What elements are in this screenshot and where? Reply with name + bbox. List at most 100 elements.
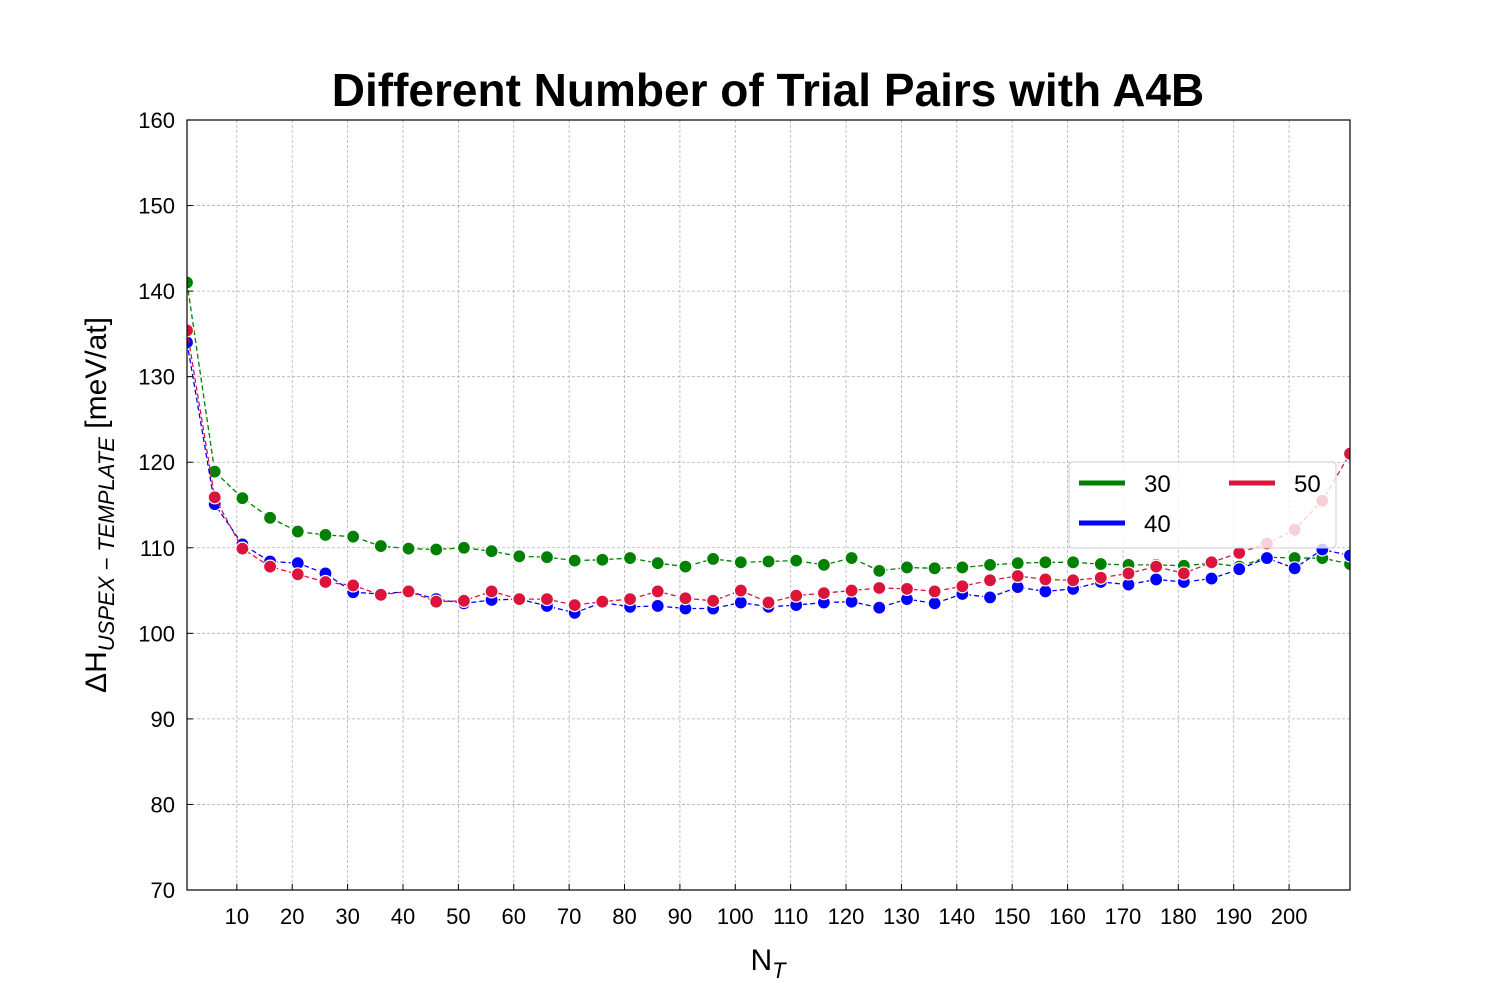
data-point-40 bbox=[1038, 584, 1053, 599]
x-tick-label: 180 bbox=[1160, 904, 1197, 929]
data-point-30 bbox=[982, 557, 998, 572]
data-point-30 bbox=[733, 555, 748, 570]
data-point-30 bbox=[706, 551, 721, 567]
data-point-30 bbox=[844, 550, 859, 566]
data-point-50 bbox=[1121, 566, 1136, 581]
data-point-30 bbox=[622, 550, 638, 566]
x-tick-label: 120 bbox=[828, 904, 865, 929]
data-point-50 bbox=[1065, 573, 1081, 588]
x-tick-label: 100 bbox=[717, 904, 754, 929]
data-point-50 bbox=[733, 583, 748, 598]
legend-label: 40 bbox=[1144, 511, 1171, 538]
data-point-30 bbox=[955, 560, 970, 575]
data-point-30 bbox=[484, 544, 499, 559]
x-tick-label: 170 bbox=[1105, 904, 1142, 929]
data-point-30 bbox=[595, 552, 610, 567]
x-tick-label: 130 bbox=[883, 904, 920, 929]
data-point-50 bbox=[290, 567, 305, 582]
data-point-30 bbox=[650, 556, 665, 571]
data-point-40 bbox=[927, 596, 942, 611]
legend-item-50: 50 bbox=[1229, 471, 1321, 498]
x-tick-label: 30 bbox=[335, 904, 359, 929]
data-point-30 bbox=[318, 527, 333, 543]
data-point-50 bbox=[262, 559, 278, 574]
data-point-50 bbox=[761, 595, 776, 610]
data-point-50 bbox=[678, 591, 693, 606]
x-tick-label: 50 bbox=[446, 904, 470, 929]
data-point-50 bbox=[1038, 572, 1053, 587]
legend-label: 50 bbox=[1294, 471, 1321, 498]
x-tick-label: 150 bbox=[994, 904, 1031, 929]
data-point-40 bbox=[1287, 561, 1302, 576]
data-point-30 bbox=[927, 561, 942, 576]
data-point-30 bbox=[456, 540, 472, 555]
y-axis-label-unit: [meV/at] bbox=[80, 317, 113, 437]
data-point-40 bbox=[733, 595, 748, 610]
x-tick-label: 200 bbox=[1271, 904, 1308, 929]
data-point-40 bbox=[650, 598, 665, 614]
data-point-50 bbox=[982, 573, 998, 588]
data-point-30 bbox=[1093, 556, 1108, 572]
plot-frame bbox=[186, 119, 1351, 891]
data-point-50 bbox=[927, 584, 942, 599]
data-point-40 bbox=[1342, 548, 1350, 563]
data-point-50 bbox=[1204, 555, 1219, 570]
data-point-40 bbox=[872, 600, 887, 615]
data-point-30 bbox=[761, 554, 776, 569]
legend: 30 40 50 bbox=[1068, 461, 1337, 549]
x-tick-label: 80 bbox=[612, 904, 636, 929]
x-tick-label: 60 bbox=[502, 904, 526, 929]
legend-item-30: 30 bbox=[1079, 471, 1171, 498]
x-tick-label: 160 bbox=[1049, 904, 1086, 929]
y-tick-label: 140 bbox=[138, 279, 175, 304]
x-tick-label: 140 bbox=[938, 904, 975, 929]
y-tick-label: 90 bbox=[151, 707, 175, 732]
data-point-30 bbox=[678, 559, 693, 574]
x-tick-label: 110 bbox=[773, 904, 808, 929]
data-point-30 bbox=[872, 563, 887, 578]
legend-label: 30 bbox=[1144, 471, 1171, 498]
data-point-30 bbox=[1065, 555, 1081, 570]
data-point-30 bbox=[290, 524, 305, 539]
data-point-50 bbox=[1149, 559, 1164, 574]
data-point-30 bbox=[262, 510, 278, 525]
legend-item-40: 40 bbox=[1079, 511, 1171, 538]
x-axis-label-subscript: T bbox=[772, 958, 787, 983]
data-point-50 bbox=[539, 592, 555, 607]
x-axis-label-main: N bbox=[750, 944, 772, 977]
data-point-30 bbox=[1010, 556, 1025, 571]
data-point-50 bbox=[346, 578, 361, 593]
data-point-30 bbox=[373, 538, 388, 554]
data-point-50 bbox=[429, 594, 444, 609]
data-point-50 bbox=[816, 586, 831, 601]
data-point-30 bbox=[539, 550, 555, 565]
series-layer bbox=[187, 275, 1350, 620]
data-point-50 bbox=[318, 574, 333, 590]
data-point-50 bbox=[1010, 568, 1025, 584]
data-point-30 bbox=[899, 560, 915, 575]
y-axis-label-subscript: USPEX − TEMPLATE bbox=[94, 437, 119, 651]
data-point-30 bbox=[789, 553, 804, 568]
data-point-50 bbox=[706, 593, 721, 608]
y-tick-label: 160 bbox=[138, 108, 175, 133]
data-point-30 bbox=[567, 553, 582, 568]
x-tick-label: 40 bbox=[391, 904, 415, 929]
y-tick-label: 70 bbox=[151, 878, 175, 903]
data-point-50 bbox=[512, 592, 527, 607]
data-point-50 bbox=[456, 593, 472, 608]
x-axis-label: NT bbox=[750, 944, 787, 983]
y-tick-label: 130 bbox=[138, 365, 175, 390]
data-point-30 bbox=[1038, 555, 1053, 570]
y-tick-label: 150 bbox=[138, 194, 175, 219]
data-point-50 bbox=[595, 594, 610, 609]
y-axis-label-main: ΔH bbox=[80, 651, 113, 693]
data-point-50 bbox=[1176, 566, 1191, 581]
data-point-30 bbox=[187, 275, 195, 290]
y-tick-label: 100 bbox=[138, 621, 175, 646]
data-point-30 bbox=[235, 491, 250, 506]
data-point-50 bbox=[187, 323, 195, 338]
data-point-30 bbox=[816, 557, 831, 572]
data-point-40 bbox=[1149, 572, 1164, 587]
data-point-30 bbox=[346, 529, 361, 544]
